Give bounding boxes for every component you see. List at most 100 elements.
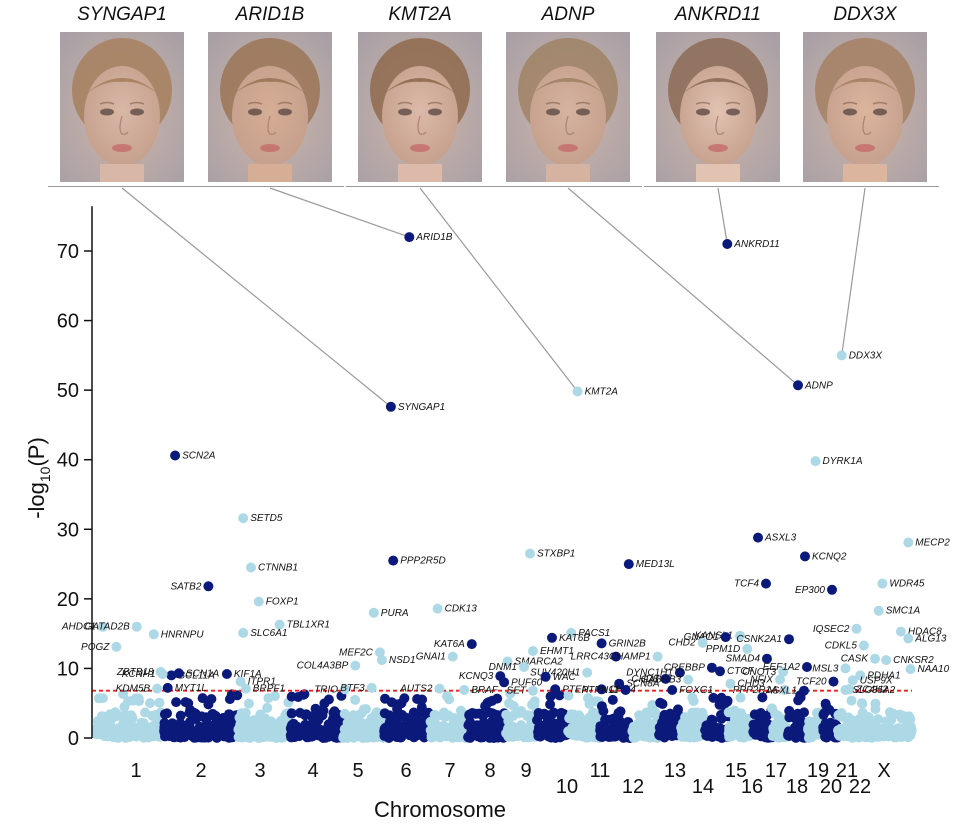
- background-point: [770, 708, 781, 719]
- gene-marker: [840, 663, 851, 674]
- gene-point-ddx3x: DDX3X: [836, 350, 882, 361]
- gene-point-mecp2: MECP2: [903, 537, 950, 549]
- background-point: [169, 732, 179, 743]
- gene-label: KDM5B: [116, 684, 151, 695]
- face-title-arid1b: ARID1B: [235, 4, 305, 25]
- gene-label: USP9X: [860, 675, 893, 686]
- face-title-ankrd11: ANKRD11: [674, 4, 762, 25]
- gene-point-crebbp: CREBBP: [664, 662, 717, 674]
- gene-label: SMC1A: [886, 606, 921, 617]
- gene-point-set: SET: [507, 685, 538, 697]
- gene-point-ppp2r5d: PPP2R5D: [388, 555, 446, 567]
- gene-point-wdr45: WDR45: [877, 578, 925, 590]
- gene-label: PDHA1: [867, 670, 900, 681]
- gene-label: KIF1A: [234, 669, 262, 680]
- face-composite-arid1b: [208, 32, 332, 182]
- gene-point-kansl1: KANSL1: [695, 630, 745, 642]
- background-point: [203, 699, 214, 710]
- gene-marker: [784, 634, 794, 645]
- gene-label: SLC6A1: [250, 628, 287, 639]
- gene-label: GNAI1: [416, 652, 446, 663]
- gene-point-myt1l: MYT1L: [162, 682, 207, 694]
- background-point: [286, 708, 297, 719]
- gene-label: NSD1: [389, 655, 416, 666]
- background-point: [607, 694, 618, 705]
- gene-point-syngap1: SYNGAP1: [385, 401, 445, 413]
- face-composite-syngap1: [60, 32, 184, 182]
- gene-marker: [340, 684, 351, 695]
- background-point: [872, 722, 883, 733]
- gene-label: MSL3: [812, 663, 839, 674]
- background-point: [715, 723, 726, 734]
- gene-marker: [725, 678, 736, 689]
- gene-label: ASXL1: [765, 686, 797, 697]
- face-composite-kmt2a: [358, 32, 482, 182]
- gene-label: ITPR1: [248, 677, 276, 688]
- background-point: [390, 730, 400, 741]
- background-point: [307, 731, 317, 742]
- gene-marker: [221, 669, 232, 679]
- gene-label: CTNNB1: [258, 563, 298, 574]
- gene-label: BRAF: [471, 685, 499, 696]
- background-point: [480, 701, 491, 712]
- background-point: [438, 721, 449, 732]
- gene-point-auts2: AUTS2: [399, 683, 445, 695]
- gene-marker: [540, 671, 551, 682]
- background-point: [180, 697, 191, 708]
- background-point: [366, 723, 377, 734]
- background-point: [545, 699, 556, 710]
- gene-label: MYT1L: [175, 683, 207, 694]
- background-point: [339, 730, 350, 741]
- background-point: [175, 710, 186, 721]
- background-point: [339, 708, 350, 719]
- background-point: [533, 708, 544, 718]
- gene-marker: [851, 623, 862, 634]
- background-point: [140, 707, 150, 718]
- background-point: [103, 731, 114, 742]
- chromosome-label: 12: [622, 776, 644, 798]
- chromosome-label: 11: [590, 760, 611, 782]
- face-divider: [346, 186, 494, 187]
- gene-point-ehmt1: EHMT1: [528, 646, 574, 657]
- gene-point-tcf4: TCF4: [734, 578, 771, 590]
- gene-point-pten: PTEN: [550, 684, 590, 695]
- background-point: [350, 694, 361, 705]
- gene-marker: [873, 605, 884, 616]
- gene-marker: [903, 633, 914, 644]
- face-composite-adnp: [506, 32, 630, 182]
- gene-marker: [761, 578, 771, 589]
- gene-point-dyrk1a: DYRK1A: [810, 456, 863, 467]
- face-title-kmt2a: KMT2A: [388, 4, 452, 25]
- gene-label: AHDC1: [61, 622, 96, 633]
- gene-point-slc6a1: SLC6A1: [238, 627, 287, 639]
- gene-point-gabrb3: GABRB3: [641, 674, 694, 686]
- gene-marker: [683, 674, 694, 685]
- gene-point-kat6a: KAT6A: [434, 639, 477, 650]
- gene-marker: [131, 621, 142, 632]
- background-point: [584, 699, 595, 709]
- gene-label: PPP2R5D: [400, 556, 446, 567]
- gene-marker: [903, 537, 914, 548]
- gene-marker: [810, 456, 821, 467]
- gene-marker: [847, 675, 858, 686]
- background-point: [575, 712, 586, 723]
- gene-point-nsd1: NSD1: [376, 655, 416, 666]
- face-divider: [644, 186, 792, 187]
- gene-marker: [779, 685, 790, 695]
- significant-genes: ARID1B ANKRD11 DDX3X ADNP KMT2A SYNGAP1 SCN2A D…: [61, 232, 950, 697]
- background-point: [545, 691, 556, 702]
- chromosome-label: 21: [836, 760, 858, 782]
- background-point: [730, 723, 741, 734]
- gene-point-hdac8: HDAC8: [895, 626, 942, 638]
- background-point: [197, 693, 208, 704]
- background-point: [508, 701, 519, 711]
- connector-ankrd11: [717, 187, 728, 245]
- y-tick-label: 50: [57, 380, 79, 402]
- background-point: [738, 732, 749, 743]
- gene-label: GABRB3: [641, 675, 682, 686]
- background-point: [655, 697, 666, 708]
- gene-point-smad4: SMAD4: [726, 653, 772, 665]
- background-point: [179, 732, 190, 743]
- gene-point-ptpn11: PTPN11: [582, 685, 631, 696]
- background-point: [709, 729, 720, 740]
